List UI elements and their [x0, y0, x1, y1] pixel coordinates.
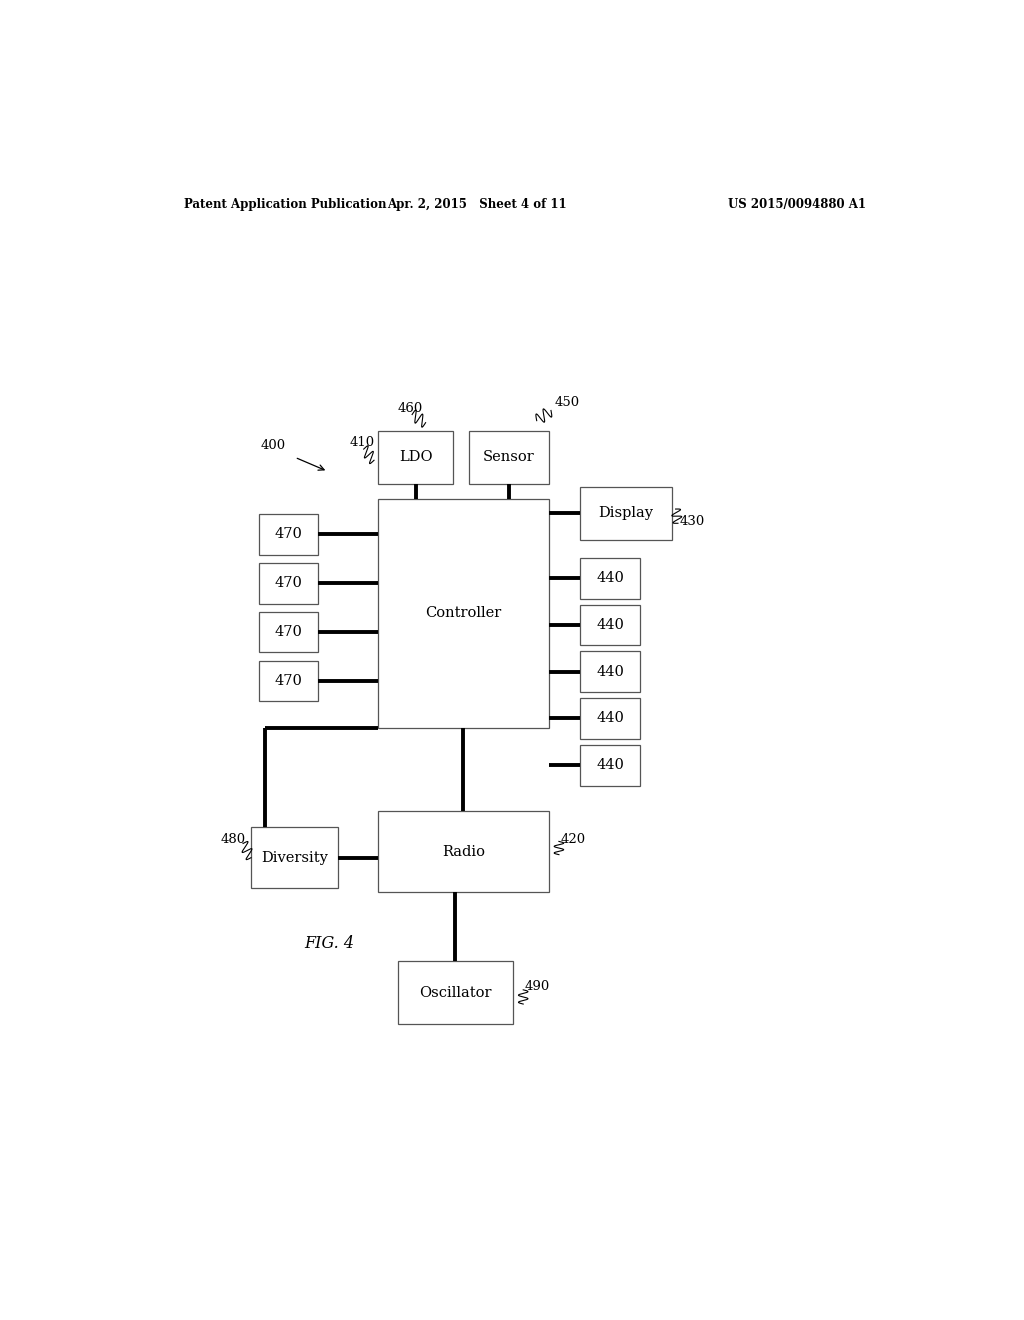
Bar: [469, 430, 549, 483]
Text: US 2015/0094880 A1: US 2015/0094880 A1: [728, 198, 866, 211]
Text: 470: 470: [274, 626, 303, 639]
Text: Apr. 2, 2015   Sheet 4 of 11: Apr. 2, 2015 Sheet 4 of 11: [387, 198, 567, 211]
Bar: [378, 810, 549, 892]
Bar: [581, 698, 640, 739]
Text: 440: 440: [596, 665, 624, 678]
Text: Display: Display: [598, 506, 653, 520]
Text: 440: 440: [596, 572, 624, 585]
Text: Controller: Controller: [425, 606, 502, 620]
Text: 450: 450: [554, 396, 580, 409]
Bar: [581, 558, 640, 598]
Text: 470: 470: [274, 577, 303, 590]
Bar: [378, 430, 454, 483]
Text: Sensor: Sensor: [483, 450, 535, 465]
Text: 420: 420: [560, 833, 586, 846]
Bar: [581, 651, 640, 692]
Text: 430: 430: [680, 515, 705, 528]
Bar: [259, 611, 318, 652]
Text: 410: 410: [349, 437, 375, 450]
Bar: [581, 744, 640, 785]
Text: Radio: Radio: [441, 845, 484, 858]
Text: 490: 490: [524, 981, 550, 993]
Bar: [397, 961, 513, 1024]
Bar: [259, 513, 318, 554]
Text: Patent Application Publication: Patent Application Publication: [183, 198, 386, 211]
Text: FIG. 4: FIG. 4: [304, 935, 353, 952]
Text: 460: 460: [397, 401, 422, 414]
Text: 400: 400: [261, 438, 286, 451]
Text: 440: 440: [596, 711, 624, 726]
Text: Diversity: Diversity: [261, 850, 328, 865]
Bar: [378, 499, 549, 727]
Text: 470: 470: [274, 673, 303, 688]
Text: Oscillator: Oscillator: [419, 986, 492, 999]
Bar: [259, 660, 318, 701]
Text: 440: 440: [596, 758, 624, 772]
Text: 470: 470: [274, 528, 303, 541]
Bar: [581, 605, 640, 645]
Text: 480: 480: [221, 833, 246, 846]
Bar: [251, 828, 338, 888]
Text: LDO: LDO: [399, 450, 432, 465]
Text: 440: 440: [596, 618, 624, 632]
Bar: [581, 487, 672, 540]
Bar: [259, 562, 318, 603]
